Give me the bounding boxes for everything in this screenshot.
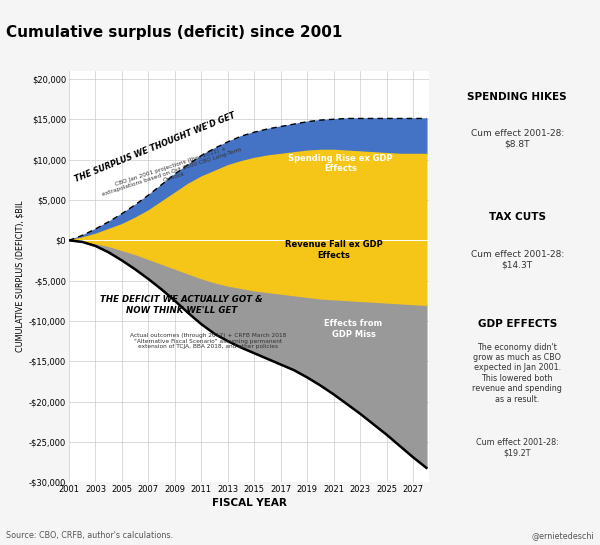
Text: Actual outcomes (through 2017) + CRFB March 2018
"Alternative Fiscal Scenario" a: Actual outcomes (through 2017) + CRFB Ma… [130, 333, 286, 349]
Text: TAX CUTS: TAX CUTS [489, 213, 546, 222]
X-axis label: FISCAL YEAR: FISCAL YEAR [212, 498, 286, 508]
Text: THE SURPLUS WE THOUGHT WE'D GET: THE SURPLUS WE THOUGHT WE'D GET [73, 111, 237, 184]
Text: GDP EFFECTS: GDP EFFECTS [478, 319, 557, 329]
Text: @ernietedeschi: @ernietedeschi [532, 531, 594, 541]
Text: CBO Jan 2001 projections (thru 2011) +
extrapolations based on Oct 2000 CBO Long: CBO Jan 2001 projections (thru 2011) + e… [100, 141, 244, 202]
Text: Cum effect 2001-28:
$8.8T: Cum effect 2001-28: $8.8T [470, 130, 564, 149]
Text: Spending Rise ex GDP
Effects: Spending Rise ex GDP Effects [288, 154, 392, 173]
Text: Effects from
GDP Miss: Effects from GDP Miss [325, 319, 383, 339]
Text: SPENDING HIKES: SPENDING HIKES [467, 92, 567, 102]
Text: Cum effect 2001-28:
$19.2T: Cum effect 2001-28: $19.2T [476, 438, 559, 457]
Text: Source: CBO, CRFB, author's calculations.: Source: CBO, CRFB, author's calculations… [6, 531, 173, 541]
Text: THE DEFICIT WE ACTUALLY GOT &
NOW THINK WE'LL GET: THE DEFICIT WE ACTUALLY GOT & NOW THINK … [100, 295, 263, 314]
Text: Cumulative surplus (deficit) since 2001: Cumulative surplus (deficit) since 2001 [6, 25, 343, 40]
Y-axis label: CUMULATIVE SURPLUS (DEFICIT), $BIL: CUMULATIVE SURPLUS (DEFICIT), $BIL [16, 201, 25, 352]
Text: Revenue Fall ex GDP
Effects: Revenue Fall ex GDP Effects [285, 240, 383, 259]
Text: The economy didn't
grow as much as CBO
expected in Jan 2001.
This lowered both
r: The economy didn't grow as much as CBO e… [472, 343, 562, 404]
Text: Cum effect 2001-28:
$14.3T: Cum effect 2001-28: $14.3T [470, 250, 564, 269]
